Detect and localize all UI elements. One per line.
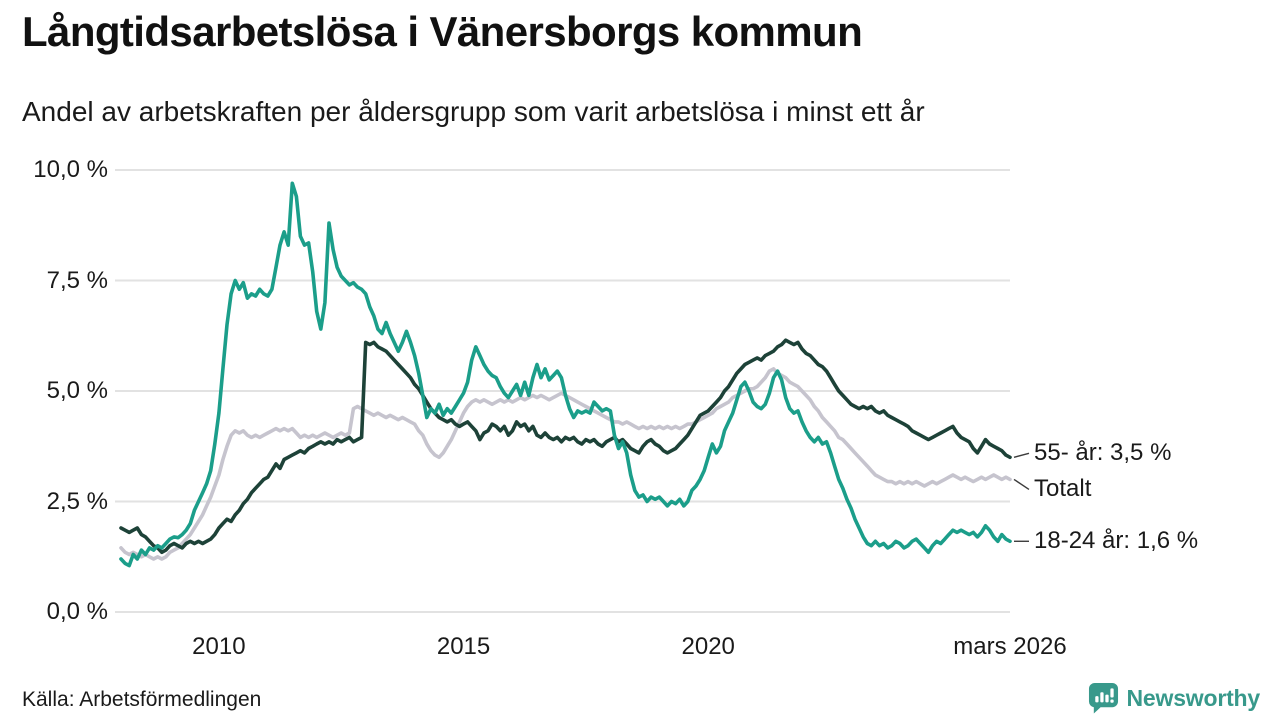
y-axis-tick-label: 0,0 % [46,598,108,625]
series-end-label: 55- år: 3,5 % [1034,439,1172,467]
source-note: Källa: Arbetsförmedlingen [22,688,262,711]
chart-subtitle: Andel av arbetskraften per åldersgrupp s… [22,96,925,127]
chart-title: Långtidsarbetslösa i Vänersborgs kommun [22,8,863,55]
end-label-leader-line [1013,452,1030,458]
series-line-1824-ar [119,181,1012,568]
y-axis-tick-label: 2,5 % [46,487,108,515]
series-end-label: Totalt [1034,475,1092,503]
x-axis-tick-label: mars 2026 [953,633,1067,660]
y-axis-tick-label: 7,5 % [46,266,108,294]
newsworthy-branding: Newsworthy [1088,682,1260,714]
y-axis-tick-label: 10,0 % [33,156,108,183]
x-axis-tick-label: 2020 [681,633,735,660]
newsworthy-logo-icon [1088,682,1118,714]
series-line-55-ar [119,338,1012,555]
newsworthy-logo-text: Newsworthy [1126,684,1261,711]
series-end-label: 18-24 år: 1,6 % [1034,527,1199,555]
x-axis-tick-label: 2010 [192,633,246,660]
end-label-leader-line [1013,478,1030,490]
y-axis-tick-label: 5,0 % [46,377,108,404]
x-axis-tick-label: 2015 [436,633,491,660]
